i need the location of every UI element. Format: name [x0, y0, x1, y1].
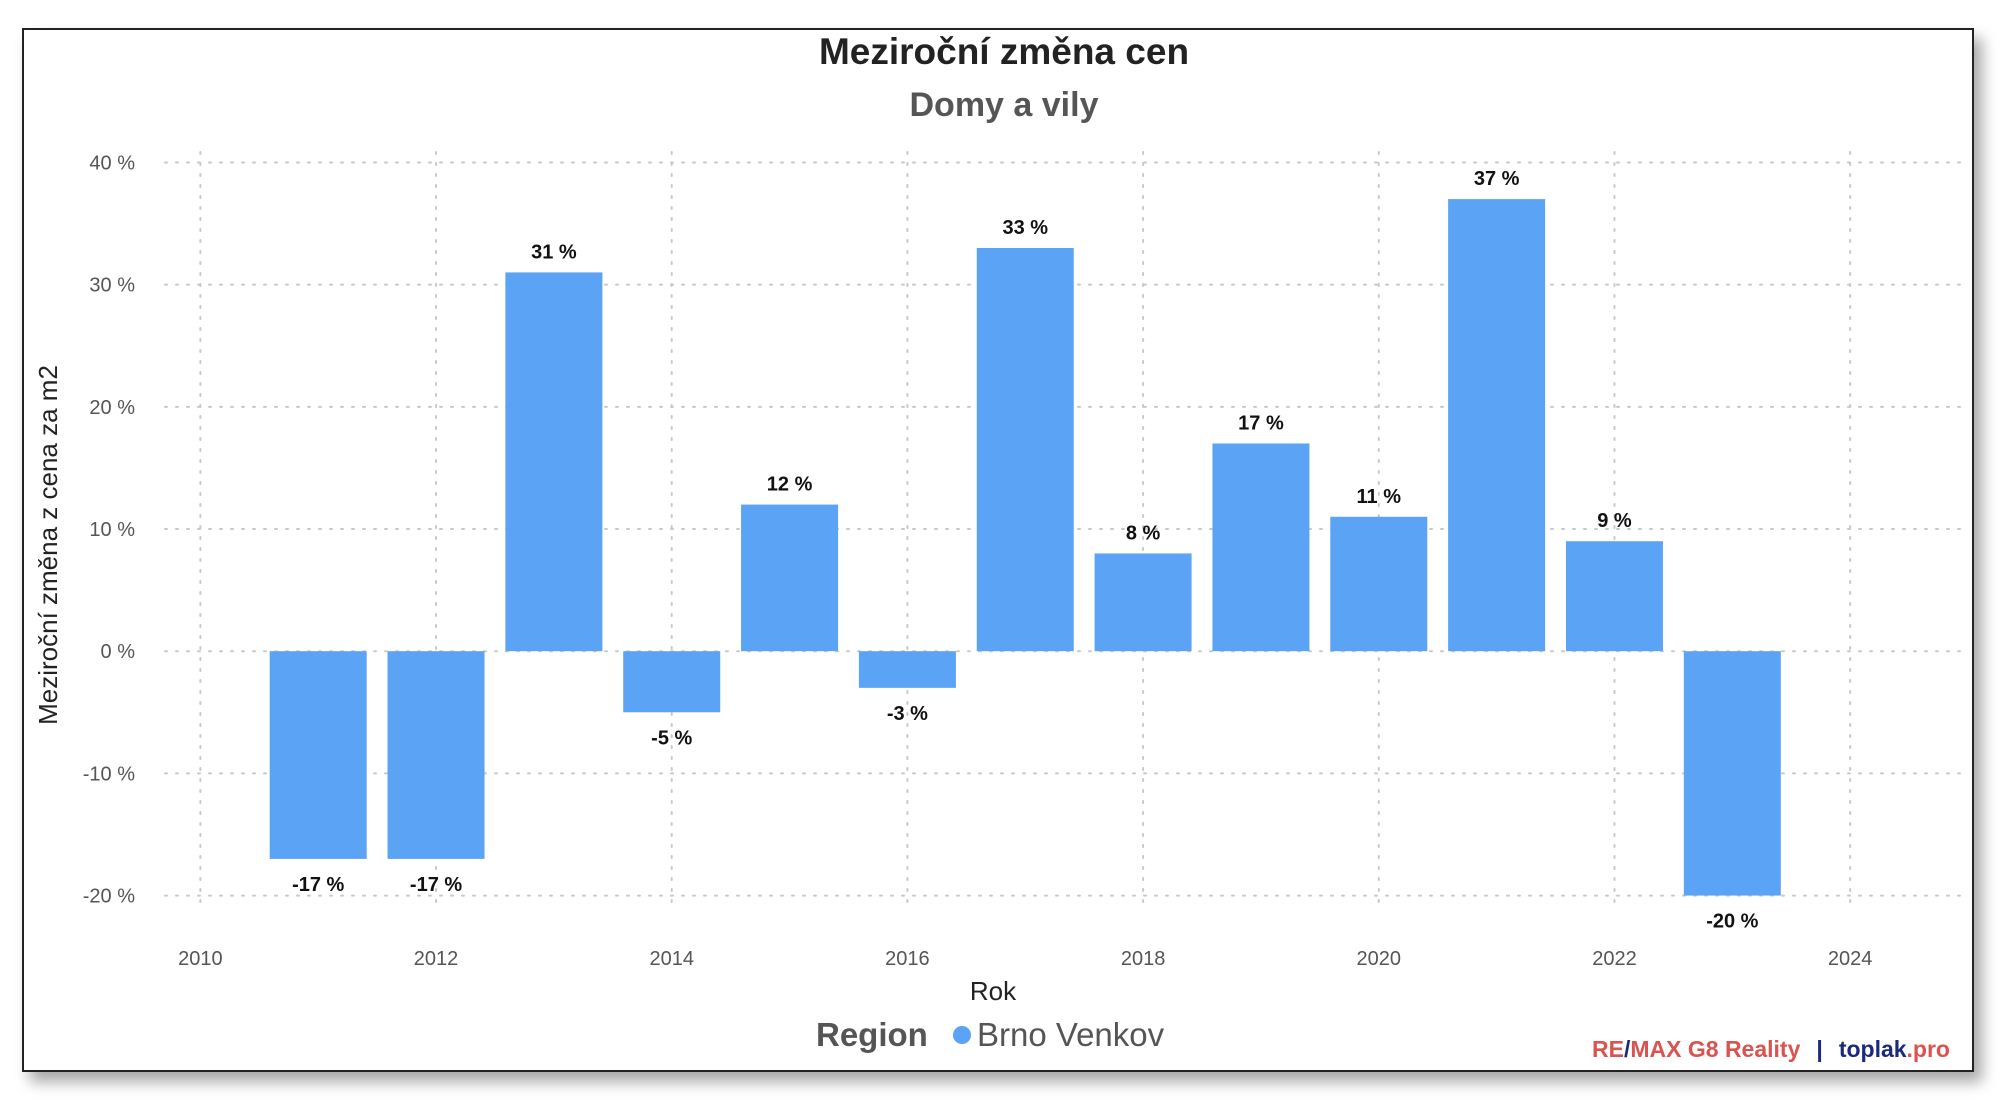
credit-toplak: toplak — [1839, 1036, 1907, 1062]
bar — [1448, 199, 1546, 652]
bar-value-label: -17 % — [410, 874, 462, 896]
chart-subtitle: Domy a vily — [910, 86, 1099, 124]
y-tick-label: 40 % — [89, 152, 135, 174]
chart-title: Meziroční změna cen — [819, 31, 1189, 72]
bar — [1330, 516, 1428, 652]
credit-text: RE/MAX G8 Reality | toplak.pro — [1592, 1036, 1950, 1062]
credit-remax-slash: / — [1624, 1036, 1631, 1062]
x-tick-label: 2014 — [649, 948, 694, 970]
x-tick-label: 2022 — [1592, 948, 1637, 970]
bar-value-label: -3 % — [887, 703, 928, 725]
credit-separator: | — [1816, 1036, 1822, 1062]
legend-series-label: Brno Venkov — [977, 1016, 1165, 1053]
y-tick-label: -20 % — [83, 886, 135, 908]
y-tick-label: 0 % — [101, 641, 136, 663]
bar — [976, 247, 1074, 652]
x-tick-label: 2020 — [1357, 948, 1402, 970]
bar-value-label: -17 % — [292, 874, 344, 896]
x-tick-label: 2024 — [1828, 948, 1873, 970]
x-axis-ticks: 2010 2012 2014 2016 2018 2020 2022 2024 — [178, 948, 1872, 970]
bar-value-label: 33 % — [1002, 217, 1048, 239]
bar-value-label: -20 % — [1706, 911, 1758, 933]
y-tick-label: 10 % — [89, 519, 135, 541]
y-axis-ticks: -20 % -10 % 0 % 10 % 20 % 30 % 40 % — [83, 152, 135, 907]
bar-value-label: -5 % — [651, 727, 692, 749]
bar — [387, 651, 485, 859]
x-tick-label: 2016 — [885, 948, 930, 970]
bar-value-label: 37 % — [1474, 168, 1520, 190]
y-tick-label: -10 % — [83, 763, 135, 785]
x-tick-label: 2018 — [1121, 948, 1166, 970]
bar — [1212, 443, 1310, 652]
bar-value-label: 31 % — [531, 241, 577, 263]
bar-value-label: 11 % — [1357, 486, 1402, 508]
credit-remax-name: MAX G8 Reality — [1630, 1036, 1800, 1062]
bar — [1565, 541, 1663, 652]
bar — [623, 651, 721, 713]
legend: Region Brno Venkov — [816, 1016, 1165, 1053]
y-tick-label: 20 % — [89, 397, 135, 419]
credit-remax-re: RE — [1592, 1036, 1624, 1062]
bar — [269, 651, 367, 859]
data-labels: -17 % -17 % 31 % -5 % 12 % -3 % 33 % 8 % 17 % 11 … — [292, 168, 1759, 932]
bar-value-label: 17 % — [1238, 412, 1284, 434]
x-tick-label: 2010 — [178, 948, 223, 970]
bar-value-label: 9 % — [1597, 510, 1632, 532]
bar — [741, 504, 839, 652]
bars — [269, 199, 1781, 896]
x-tick-label: 2012 — [414, 948, 459, 970]
y-axis-label: Meziroční změna z cena za m2 — [33, 365, 63, 725]
y-tick-label: 30 % — [89, 275, 135, 297]
legend-marker — [953, 1026, 971, 1044]
legend-title: Region — [816, 1016, 928, 1053]
credit-toplak-domain: .pro — [1907, 1036, 1950, 1062]
x-axis-label: Rok — [970, 976, 1017, 1006]
bar — [505, 272, 603, 652]
bar-value-label: 8 % — [1126, 522, 1161, 544]
bar — [1094, 553, 1192, 652]
bar-value-label: 12 % — [767, 474, 813, 496]
bar — [858, 651, 956, 688]
bar — [1683, 651, 1781, 896]
